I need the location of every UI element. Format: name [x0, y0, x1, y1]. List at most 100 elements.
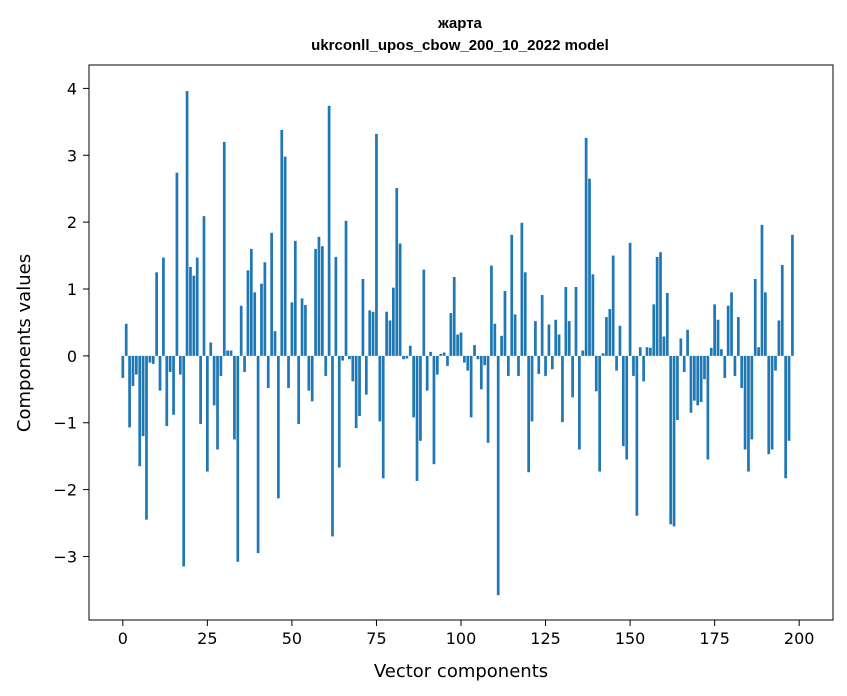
- bar-171: [699, 355, 703, 403]
- bar-25: [206, 355, 209, 472]
- bar-23: [199, 355, 202, 425]
- bar-17: [178, 355, 182, 375]
- bar-156: [649, 347, 652, 356]
- bar-194: [777, 320, 781, 356]
- y-tick-label: −1: [53, 414, 77, 433]
- bar-118: [520, 222, 524, 356]
- bar-69: [354, 355, 358, 429]
- bar-129: [557, 334, 561, 356]
- bar-179: [726, 305, 730, 356]
- bar-133: [571, 355, 574, 398]
- bar-79: [388, 320, 392, 356]
- x-axis-label: Vector components: [374, 661, 548, 682]
- bar-90: [425, 355, 429, 391]
- bar-37: [246, 270, 250, 356]
- bar-74: [371, 311, 375, 356]
- bar-121: [530, 355, 534, 422]
- bar-14: [168, 355, 172, 372]
- bar-140: [594, 355, 598, 392]
- bar-47: [280, 129, 284, 356]
- bar-184: [743, 355, 747, 450]
- bar-66: [344, 220, 348, 356]
- bar-11: [158, 355, 162, 391]
- bar-147: [618, 325, 622, 356]
- bar-5: [138, 355, 142, 467]
- bar-136: [581, 350, 585, 356]
- bar-30: [222, 141, 226, 356]
- bar-73: [368, 310, 372, 356]
- x-axis-ticks: 0 25 50 75 100 125 150 175 200: [118, 620, 814, 648]
- bar-134: [574, 287, 578, 356]
- x-tick-label: 125: [530, 629, 561, 648]
- chart-subtitle: ukrconll_upos_cbow_200_10_2022 model: [311, 37, 609, 54]
- bar-52: [297, 355, 301, 425]
- bar-173: [706, 355, 710, 460]
- bar-111: [496, 355, 500, 596]
- bar-170: [696, 355, 700, 406]
- bar-155: [645, 347, 649, 356]
- bar-101: [463, 355, 466, 363]
- bar-92: [432, 355, 436, 465]
- bar-104: [473, 345, 476, 356]
- bar-150: [628, 242, 632, 356]
- bar-153: [638, 347, 642, 356]
- bar-109: [490, 265, 493, 356]
- bar-186: [750, 355, 754, 440]
- y-tick-label: −3: [53, 547, 77, 566]
- bar-102: [466, 355, 470, 371]
- bar-161: [665, 293, 669, 356]
- bar-108: [486, 355, 490, 443]
- bar-138: [588, 178, 591, 356]
- bar-139: [591, 274, 595, 356]
- bar-76: [378, 355, 382, 422]
- bar-21: [192, 275, 196, 356]
- bar-195: [780, 264, 784, 356]
- bar-13: [165, 355, 169, 427]
- bar-80: [392, 287, 395, 356]
- bar-193: [774, 355, 777, 371]
- bar-175: [713, 304, 716, 356]
- bar-45: [273, 331, 277, 356]
- bar-192: [770, 355, 774, 450]
- bar-123: [537, 355, 541, 374]
- bar-31: [226, 350, 230, 356]
- bar-180: [730, 292, 733, 356]
- y-tick-label: −2: [53, 481, 77, 500]
- bar-128: [554, 319, 558, 356]
- bar-77: [381, 355, 385, 479]
- bar-93: [435, 355, 439, 375]
- bar-78: [385, 311, 388, 356]
- bar-62: [331, 355, 334, 537]
- bar-65: [341, 355, 344, 361]
- bar-178: [723, 355, 727, 378]
- bar-149: [625, 355, 629, 460]
- bar-163: [672, 355, 676, 527]
- bar-0: [121, 355, 125, 378]
- bar-143: [605, 317, 608, 356]
- bar-117: [517, 355, 520, 376]
- bar-57: [314, 248, 317, 356]
- bar-146: [615, 355, 618, 371]
- x-tick-label: 75: [366, 629, 386, 648]
- bar-157: [652, 304, 656, 356]
- y-tick-label: 3: [67, 146, 77, 165]
- bar-183: [740, 355, 744, 388]
- bar-182: [736, 317, 740, 356]
- bar-28: [216, 355, 219, 450]
- bar-181: [733, 355, 737, 376]
- bar-116: [513, 314, 517, 356]
- bar-58: [317, 236, 321, 356]
- bar-126: [547, 324, 551, 356]
- bar-113: [503, 291, 507, 356]
- bar-27: [212, 355, 216, 406]
- bar-152: [635, 355, 639, 516]
- bar-60: [324, 355, 328, 376]
- bar-114: [506, 355, 510, 376]
- bar-160: [662, 336, 666, 356]
- bar-137: [584, 137, 588, 356]
- bar-151: [632, 355, 635, 376]
- bar-148: [621, 355, 625, 447]
- bar-71: [361, 278, 365, 356]
- y-axis-ticks: −3 −2 −1 0 1 2 3 4: [53, 79, 89, 566]
